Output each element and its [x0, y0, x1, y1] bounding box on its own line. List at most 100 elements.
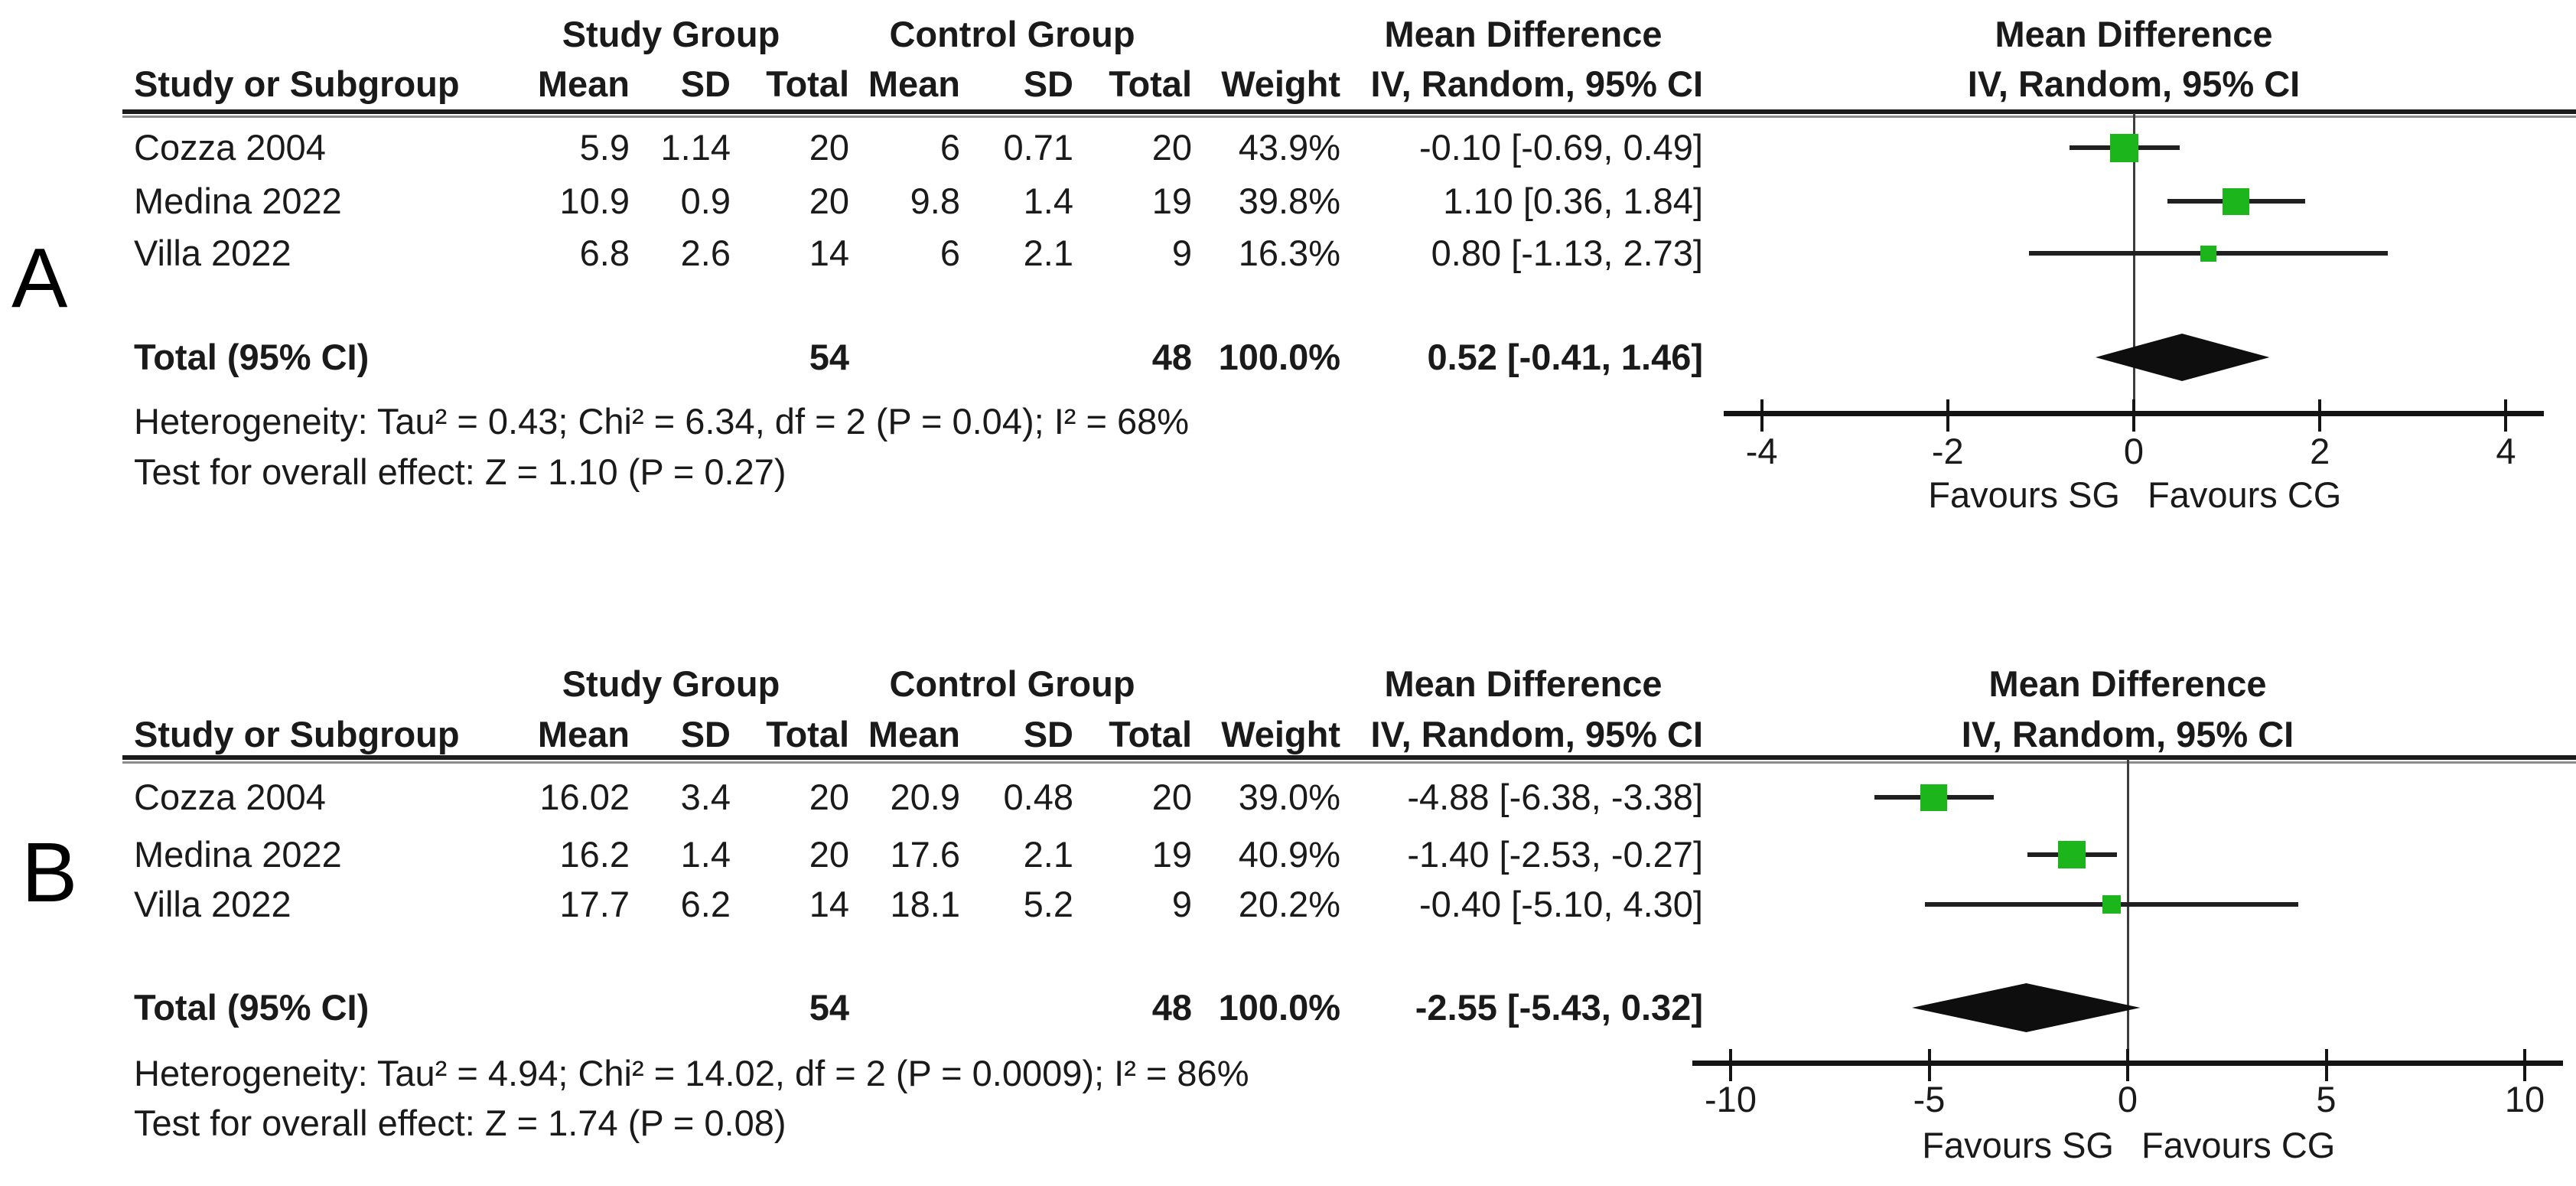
total-row-label: Total (95% CI) — [134, 337, 370, 377]
column-header-sg-sd: SD — [680, 714, 731, 754]
group-header-control-group: Control Group — [889, 14, 1135, 54]
effect-size-square — [2200, 245, 2216, 262]
column-header-mean-difference: Mean Difference — [1384, 14, 1663, 54]
axis-tick-label: 0 — [2123, 431, 2144, 471]
md-ci-text: -0.10 [-0.69, 0.49] — [1418, 127, 1703, 168]
group-header-study-group: Study Group — [562, 663, 780, 704]
panel-b-label: B — [21, 826, 78, 920]
zero-effect-line — [2133, 113, 2135, 413]
favours-right-label: Favours CG — [2148, 474, 2342, 515]
study-group-mean: 17.7 — [559, 884, 630, 924]
study-name: Cozza 2004 — [134, 127, 326, 168]
axis-tick — [1729, 1049, 1732, 1081]
column-header-weight: Weight — [1221, 64, 1340, 104]
effect-size-square — [2223, 187, 2250, 215]
study-group-sd: 0.9 — [680, 181, 731, 221]
md-ci-text: -0.40 [-5.10, 4.30] — [1418, 884, 1703, 924]
study-group-sd: 1.14 — [660, 127, 731, 168]
overall-effect-text: Test for overall effect: Z = 1.10 (P = 0… — [134, 451, 786, 492]
favours-left-label: Favours SG — [1928, 474, 2120, 515]
column-header-sg-total: Total — [766, 714, 849, 754]
effect-size-square — [2102, 895, 2122, 914]
column-header-mean-difference: Mean Difference — [1384, 663, 1663, 704]
study-name: Villa 2022 — [134, 233, 291, 273]
column-header-sg-sd: SD — [680, 64, 731, 104]
control-group-mean: 20.9 — [890, 777, 960, 817]
study-group-mean: 5.9 — [579, 127, 630, 168]
heterogeneity-text: Heterogeneity: Tau² = 4.94; Chi² = 14.02… — [134, 1053, 1249, 1093]
study-group-sd: 6.2 — [680, 884, 731, 924]
study-group-total: 20 — [809, 127, 849, 168]
study-group-total: 14 — [809, 233, 849, 273]
column-header-cg-mean: Mean — [868, 64, 960, 104]
control-group-total: 19 — [1151, 181, 1192, 221]
control-group-sd: 1.4 — [1023, 181, 1073, 221]
control-group-sd: 2.1 — [1023, 834, 1073, 875]
column-header-cg-total: Total — [1109, 714, 1192, 754]
axis-tick-label: -4 — [1745, 431, 1778, 471]
control-group-sd: 2.1 — [1023, 233, 1073, 273]
study-group-total: 20 — [809, 181, 849, 221]
zero-effect-line — [2127, 759, 2129, 1063]
column-header-study-or-subgroup: Study or Subgroup — [134, 714, 460, 754]
weight-value: 39.0% — [1238, 777, 1340, 817]
heterogeneity-text: Heterogeneity: Tau² = 0.43; Chi² = 6.34,… — [134, 401, 1190, 441]
control-group-sd: 5.2 — [1023, 884, 1073, 924]
panel-a-label: A — [11, 231, 68, 325]
axis-tick-label: 2 — [2310, 431, 2330, 471]
effect-size-square — [2058, 841, 2086, 868]
favours-left-label: Favours SG — [1922, 1125, 2114, 1165]
axis-tick — [1760, 399, 1763, 432]
column-header-cg-sd: SD — [1023, 64, 1073, 104]
axis-tick — [1946, 399, 1949, 432]
table-header-rule — [122, 755, 2576, 764]
table-header-rule — [122, 109, 2576, 118]
study-group-sd: 1.4 — [680, 834, 731, 875]
control-group-mean: 6 — [940, 127, 960, 168]
axis-tick-label: 5 — [2316, 1079, 2337, 1119]
column-header-sg-total: Total — [766, 64, 849, 104]
axis-tick — [2318, 399, 2322, 432]
control-group-total: 9 — [1171, 233, 1192, 273]
control-group-total: 9 — [1171, 884, 1192, 924]
control-group-sd: 0.48 — [1003, 777, 1073, 817]
total-sg-total: 54 — [809, 987, 849, 1028]
md-ci-text: 0.80 [-1.13, 2.73] — [1431, 233, 1703, 273]
axis-tick-label: 0 — [2117, 1079, 2138, 1119]
control-group-mean: 6 — [940, 233, 960, 273]
column-header-sg-mean: Mean — [537, 64, 630, 104]
study-name: Villa 2022 — [134, 884, 291, 924]
column-header-sg-mean: Mean — [537, 714, 630, 754]
weight-value: 16.3% — [1238, 233, 1340, 273]
study-name: Medina 2022 — [134, 834, 342, 875]
axis-tick — [2132, 399, 2135, 432]
total-diamond — [1912, 983, 2141, 1032]
weight-value: 40.9% — [1238, 834, 1340, 875]
overall-effect-text: Test for overall effect: Z = 1.74 (P = 0… — [134, 1103, 786, 1143]
column-header-weight: Weight — [1221, 714, 1340, 754]
control-group-mean: 17.6 — [890, 834, 960, 875]
study-group-mean: 6.8 — [579, 233, 630, 273]
total-md-ci-text: 0.52 [-0.41, 1.46] — [1427, 337, 1703, 377]
weight-value: 43.9% — [1238, 127, 1340, 168]
control-group-sd: 0.71 — [1003, 127, 1073, 168]
plot-header-mean-difference: Mean Difference — [1995, 14, 2273, 54]
plot-header-iv-random: IV, Random, 95% CI — [1967, 64, 2301, 104]
column-header-cg-sd: SD — [1023, 714, 1073, 754]
total-diamond — [2096, 334, 2270, 381]
weight-value: 20.2% — [1238, 884, 1340, 924]
control-group-total: 19 — [1151, 834, 1192, 875]
column-header-iv-random: IV, Random, 95% CI — [1370, 714, 1703, 754]
column-header-cg-total: Total — [1109, 64, 1192, 104]
control-group-total: 20 — [1151, 127, 1192, 168]
favours-right-label: Favours CG — [2141, 1125, 2336, 1165]
study-group-total: 20 — [809, 777, 849, 817]
axis-tick-label: 4 — [2496, 431, 2516, 471]
control-group-total: 20 — [1151, 777, 1192, 817]
axis-tick — [2504, 399, 2508, 432]
study-group-sd: 3.4 — [680, 777, 731, 817]
column-header-iv-random: IV, Random, 95% CI — [1370, 64, 1703, 104]
effect-size-square — [1920, 784, 1948, 811]
md-ci-text: -4.88 [-6.38, -3.38] — [1407, 777, 1703, 817]
study-group-mean: 16.2 — [559, 834, 630, 875]
